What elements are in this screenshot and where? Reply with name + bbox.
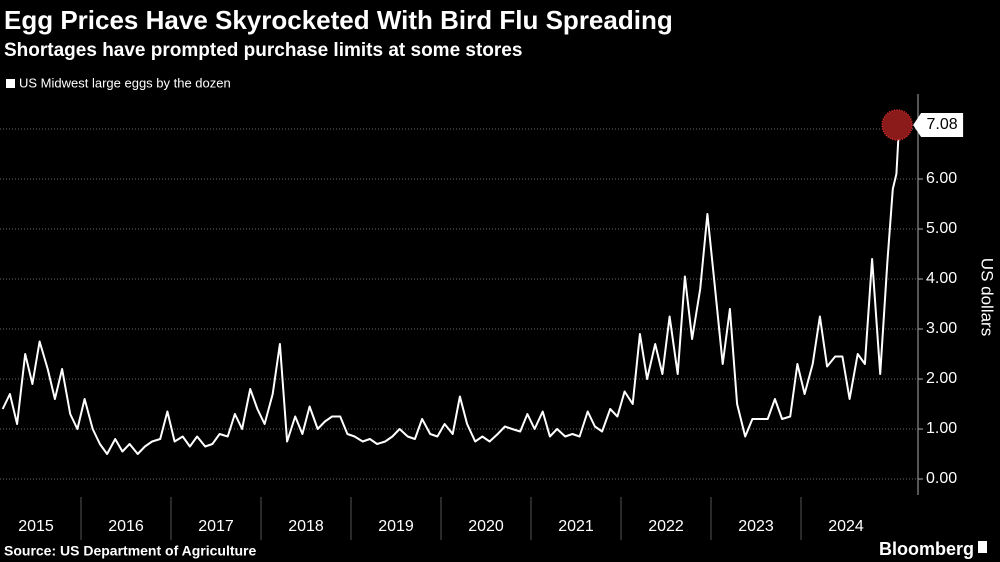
chart-title: Egg Prices Have Skyrocketed With Bird Fl… [4, 5, 673, 35]
value-label-box [913, 113, 964, 137]
y-tick-label: 1.00 [926, 420, 957, 437]
y-tick-label: 2.00 [926, 370, 957, 387]
x-tick-label: 2021 [558, 518, 594, 535]
brand-icon [978, 541, 987, 553]
x-tick-label: 2023 [738, 518, 774, 535]
legend-label: US Midwest large eggs by the dozen [19, 75, 231, 90]
brand: Bloomberg [879, 539, 974, 559]
x-tick-label: 2022 [648, 518, 684, 535]
x-tick-label: 2018 [288, 518, 324, 535]
y-tick-label: 6.00 [926, 170, 957, 187]
y-tick-label: 4.00 [926, 270, 957, 287]
x-tick-label: 2015 [18, 518, 54, 535]
x-tick-label: 2019 [378, 518, 414, 535]
y-tick-label: 5.00 [926, 220, 957, 237]
legend-swatch [6, 79, 15, 88]
x-tick-label: 2017 [198, 518, 234, 535]
value-label: 7.08 [927, 116, 958, 133]
source: Source: US Department of Agriculture [4, 543, 257, 559]
x-tick-label: 2024 [828, 518, 864, 535]
chart-subtitle: Shortages have prompted purchase limits … [4, 40, 522, 61]
y-axis-label: US dollars [978, 258, 997, 336]
x-tick-label: 2016 [108, 518, 144, 535]
line [1, 124, 901, 455]
x-tick-label: 2020 [468, 518, 504, 535]
y-tick-label: 3.00 [926, 320, 957, 337]
highlight-dot [881, 109, 913, 141]
y-tick-label: 0.00 [926, 470, 957, 487]
